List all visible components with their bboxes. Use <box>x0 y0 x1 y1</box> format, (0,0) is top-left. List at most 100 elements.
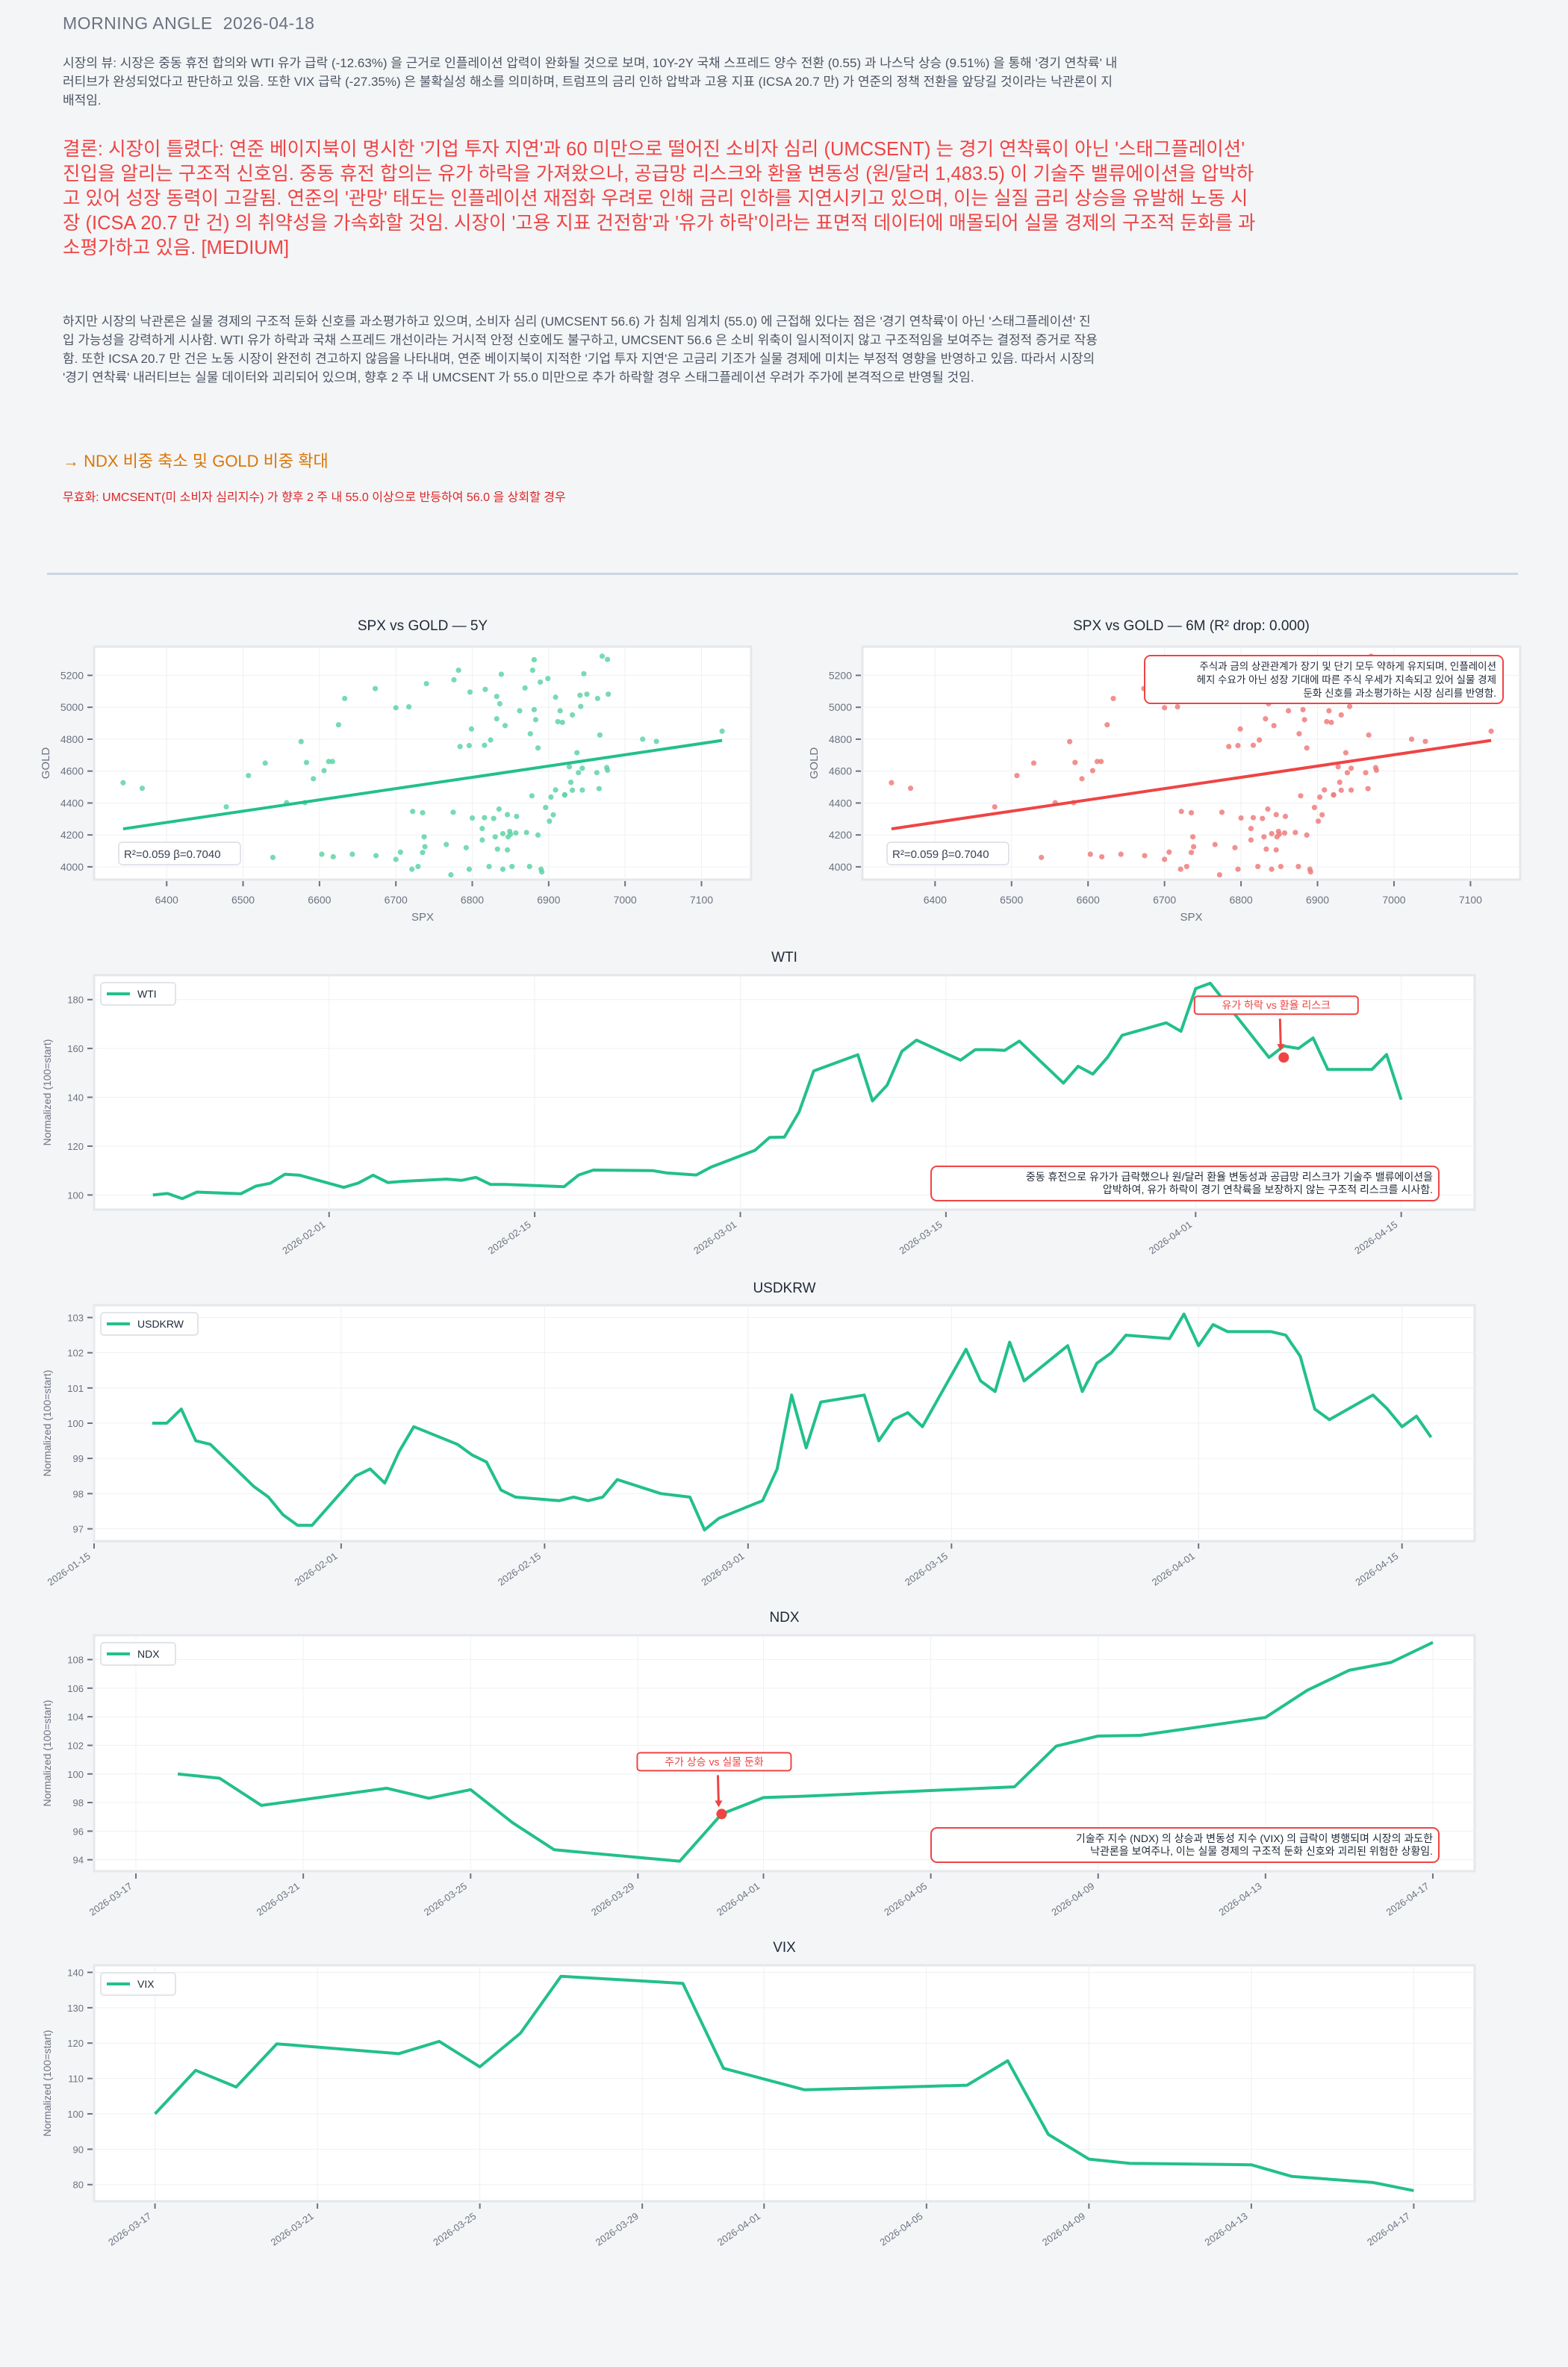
scatter-point <box>1094 759 1101 765</box>
scatter-point <box>1188 850 1195 856</box>
scatter-point <box>594 695 600 702</box>
action-recommendation: → NDX 비중 축소 및 GOLD 비중 확대 <box>63 452 329 470</box>
x-tick-label: 2026-03-25 <box>431 2210 478 2248</box>
series-line <box>152 981 1403 1201</box>
scatter-point <box>523 830 529 836</box>
scatter-point <box>1324 718 1330 725</box>
y-tick-label: 106 <box>67 1683 84 1694</box>
scatter-point <box>1087 851 1093 857</box>
scatter-point <box>1348 765 1354 771</box>
legend-label: NDX <box>137 1648 160 1660</box>
y-tick-label: 101 <box>67 1383 84 1394</box>
legend-label: WTI <box>137 988 157 1000</box>
chart-title: WTI <box>771 950 797 965</box>
scatter-point <box>535 832 541 838</box>
x-tick-label: 2026-03-29 <box>594 2210 641 2248</box>
scatter-point <box>1346 703 1353 709</box>
x-tick-label: 6400 <box>155 894 178 906</box>
y-tick-label: 104 <box>67 1711 84 1723</box>
scatter-point <box>372 685 379 691</box>
scatter-point <box>500 866 506 872</box>
x-tick-label: 6900 <box>537 894 560 906</box>
scatter-point <box>448 871 454 878</box>
x-tick-label: 2026-04-09 <box>1040 2210 1087 2248</box>
x-tick-label: 6600 <box>308 894 331 906</box>
scatter-point <box>498 671 504 677</box>
scatter-point <box>329 759 335 765</box>
y-tick-label: 5200 <box>829 669 852 681</box>
scatter-point <box>349 851 355 857</box>
scatter-point <box>1219 809 1225 815</box>
scatter-point <box>559 719 565 726</box>
scatter-point <box>311 776 317 782</box>
scatter-point <box>497 700 503 707</box>
scatter-point <box>1278 863 1284 870</box>
scatter-point <box>605 656 611 662</box>
x-tick-label: 6500 <box>1000 894 1023 906</box>
scatter-point <box>1276 831 1282 837</box>
x-tick-label: 7000 <box>1382 894 1405 906</box>
scatter-point <box>420 850 426 856</box>
scatter-point <box>1273 847 1279 853</box>
scatter-point <box>509 863 515 870</box>
scatter-point <box>576 770 582 776</box>
legend-label: VIX <box>137 1978 155 1990</box>
scatter-point <box>1255 863 1261 870</box>
scatter-point <box>522 685 528 691</box>
scatter-point <box>1301 717 1307 723</box>
scatter-point <box>550 812 556 818</box>
brand-title: MORNING ANGLE <box>63 13 213 33</box>
x-tick-label: 6700 <box>385 894 408 906</box>
scatter-chart-6m: SPX vs GOLD — 6M (R² drop: 0.000) 6400 650… <box>808 618 1522 924</box>
y-axis-label: GOLD <box>40 747 52 780</box>
scatter-point <box>508 831 514 837</box>
regression-line <box>891 738 1492 831</box>
scatter-point <box>262 760 268 766</box>
scatter-point <box>1408 736 1415 742</box>
y-tick-label: 90 <box>73 2144 84 2155</box>
scatter-point <box>1014 773 1020 779</box>
callout-box <box>636 1752 792 1772</box>
scatter-point <box>1343 750 1349 756</box>
y-tick-label: 120 <box>67 2038 84 2049</box>
y-tick-label: 4800 <box>60 733 84 745</box>
scatter-point <box>467 689 473 695</box>
x-tick-label: 2026-03-21 <box>255 1880 302 1917</box>
y-tick-label: 5000 <box>829 701 852 713</box>
series-line <box>152 1312 1433 1531</box>
scatter-point <box>1326 708 1332 714</box>
scatter-point <box>1190 844 1197 850</box>
scatter-point <box>1098 759 1104 765</box>
x-tick-label: 2026-04-15 <box>1353 1550 1400 1587</box>
scatter-point <box>479 826 485 832</box>
y-tick-label: 102 <box>67 1348 84 1359</box>
scatter-point <box>1248 826 1254 832</box>
scatter-point <box>1189 834 1196 840</box>
x-tick-label: 2026-02-01 <box>293 1550 340 1587</box>
scatter-point <box>537 679 544 685</box>
highlight-point <box>1278 1052 1289 1063</box>
x-tick-label: 6800 <box>461 894 484 906</box>
scatter-point <box>393 705 399 711</box>
chart-title: SPX vs GOLD — 5Y <box>358 618 488 634</box>
annotation-box <box>1144 655 1504 704</box>
ndx-chart: NDX 2026-03-17 2026-03-21 2026-03-25 2026-03… <box>41 1610 1476 1918</box>
y-tick-label: 108 <box>67 1655 84 1666</box>
scatter-point <box>1039 854 1045 860</box>
y-axis-label: Normalized (100=start) <box>41 1700 53 1807</box>
scatter-point <box>517 708 523 714</box>
scatter-point <box>1099 853 1105 860</box>
x-tick-label: 2026-03-15 <box>897 1219 945 1256</box>
scatter-point <box>992 803 998 810</box>
scatter-point <box>393 856 399 862</box>
y-tick-label: 103 <box>67 1313 84 1324</box>
annotation-text: 주식과 금의 상관관계가 장기 및 단기 모두 약하게 유지되며, 인플레이션 헤… <box>1197 661 1496 699</box>
scatter-point <box>1331 791 1337 797</box>
scatter-point <box>1271 723 1277 729</box>
scatter-point <box>421 834 427 840</box>
y-tick-label: 4200 <box>60 829 84 841</box>
scatter-point <box>539 869 545 875</box>
y-tick-label: 180 <box>67 995 84 1006</box>
y-tick-label: 140 <box>67 1967 84 1978</box>
scatter-point <box>468 726 475 732</box>
